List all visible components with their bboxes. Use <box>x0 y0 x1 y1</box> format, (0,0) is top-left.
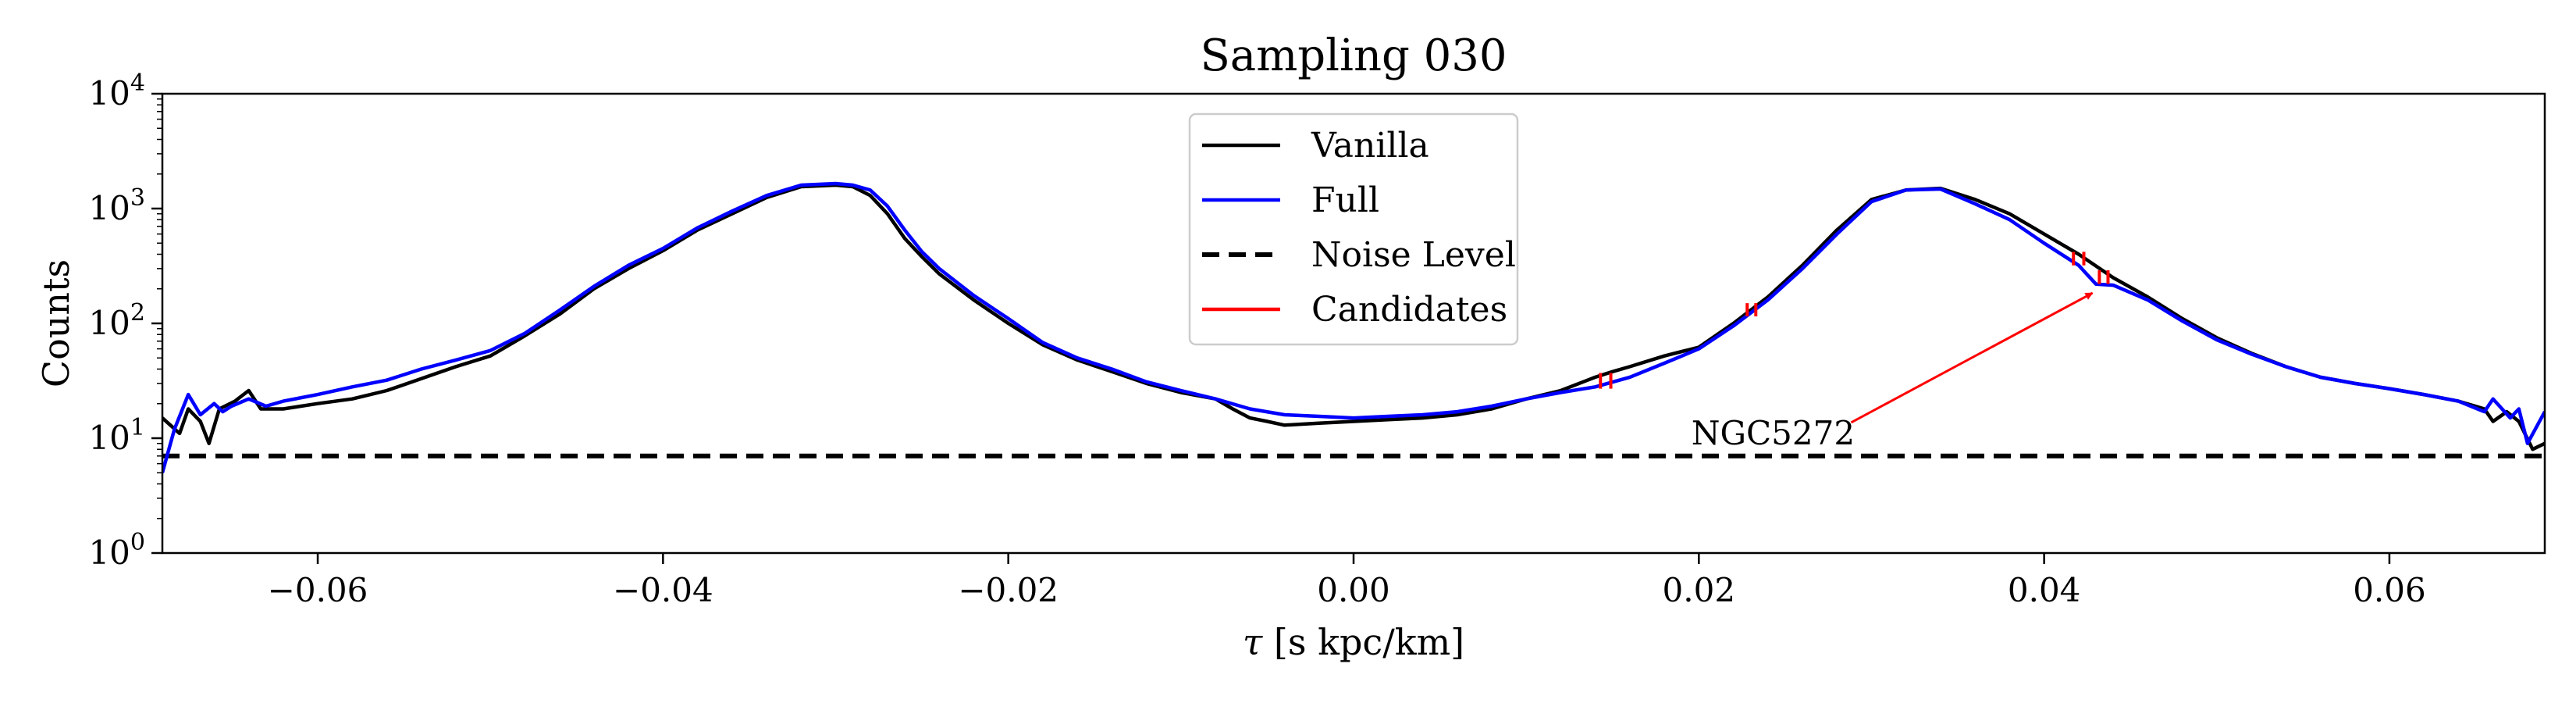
plot-frame <box>161 92 2546 555</box>
legend: Vanilla Full Noise Level Candidates <box>1188 112 1519 346</box>
series-vanilla <box>162 183 2545 451</box>
x-axis-label-unit: [s kpc/km] <box>1262 621 1464 663</box>
x-axis-label: τ [s kpc/km] <box>1243 621 1464 663</box>
x-tick-label: −0.02 <box>958 571 1059 609</box>
x-tick-label: −0.06 <box>268 571 368 609</box>
ticks-layer: −0.06 −0.04 −0.02 0.00 0.02 0.04 0.06 100 101 102… <box>88 70 2425 609</box>
annotation-layer: NGC5272 <box>1692 291 2094 452</box>
y-tick-label: 100 <box>88 529 145 572</box>
y-axis-label: Counts <box>35 259 77 387</box>
legend-frame <box>1188 112 1519 346</box>
y-tick-label: 103 <box>88 184 145 227</box>
series-full <box>162 181 2545 473</box>
legend-label-vanilla: Vanilla <box>1311 126 1429 166</box>
y-tick-label: 104 <box>88 70 145 112</box>
x-tick-label: 0.06 <box>2353 571 2426 609</box>
x-axis-label-symbol: τ <box>1243 621 1264 663</box>
x-tick-label: 0.00 <box>1317 571 1390 609</box>
x-tick-label: −0.04 <box>613 571 713 609</box>
series-layer <box>162 181 2545 473</box>
x-tick-label: 0.04 <box>2008 571 2081 609</box>
chart-title: Sampling 030 <box>1200 30 1507 81</box>
annotation-label: NGC5272 <box>1692 414 1855 452</box>
x-tick-label: 0.02 <box>1663 571 1736 609</box>
legend-label-candidates: Candidates <box>1311 290 1507 330</box>
legend-label-noise-level: Noise Level <box>1311 235 1516 275</box>
legend-label-full: Full <box>1311 180 1379 220</box>
annotation-arrow <box>1850 291 2094 424</box>
y-tick-label: 101 <box>88 414 145 457</box>
y-tick-label: 102 <box>88 299 145 342</box>
